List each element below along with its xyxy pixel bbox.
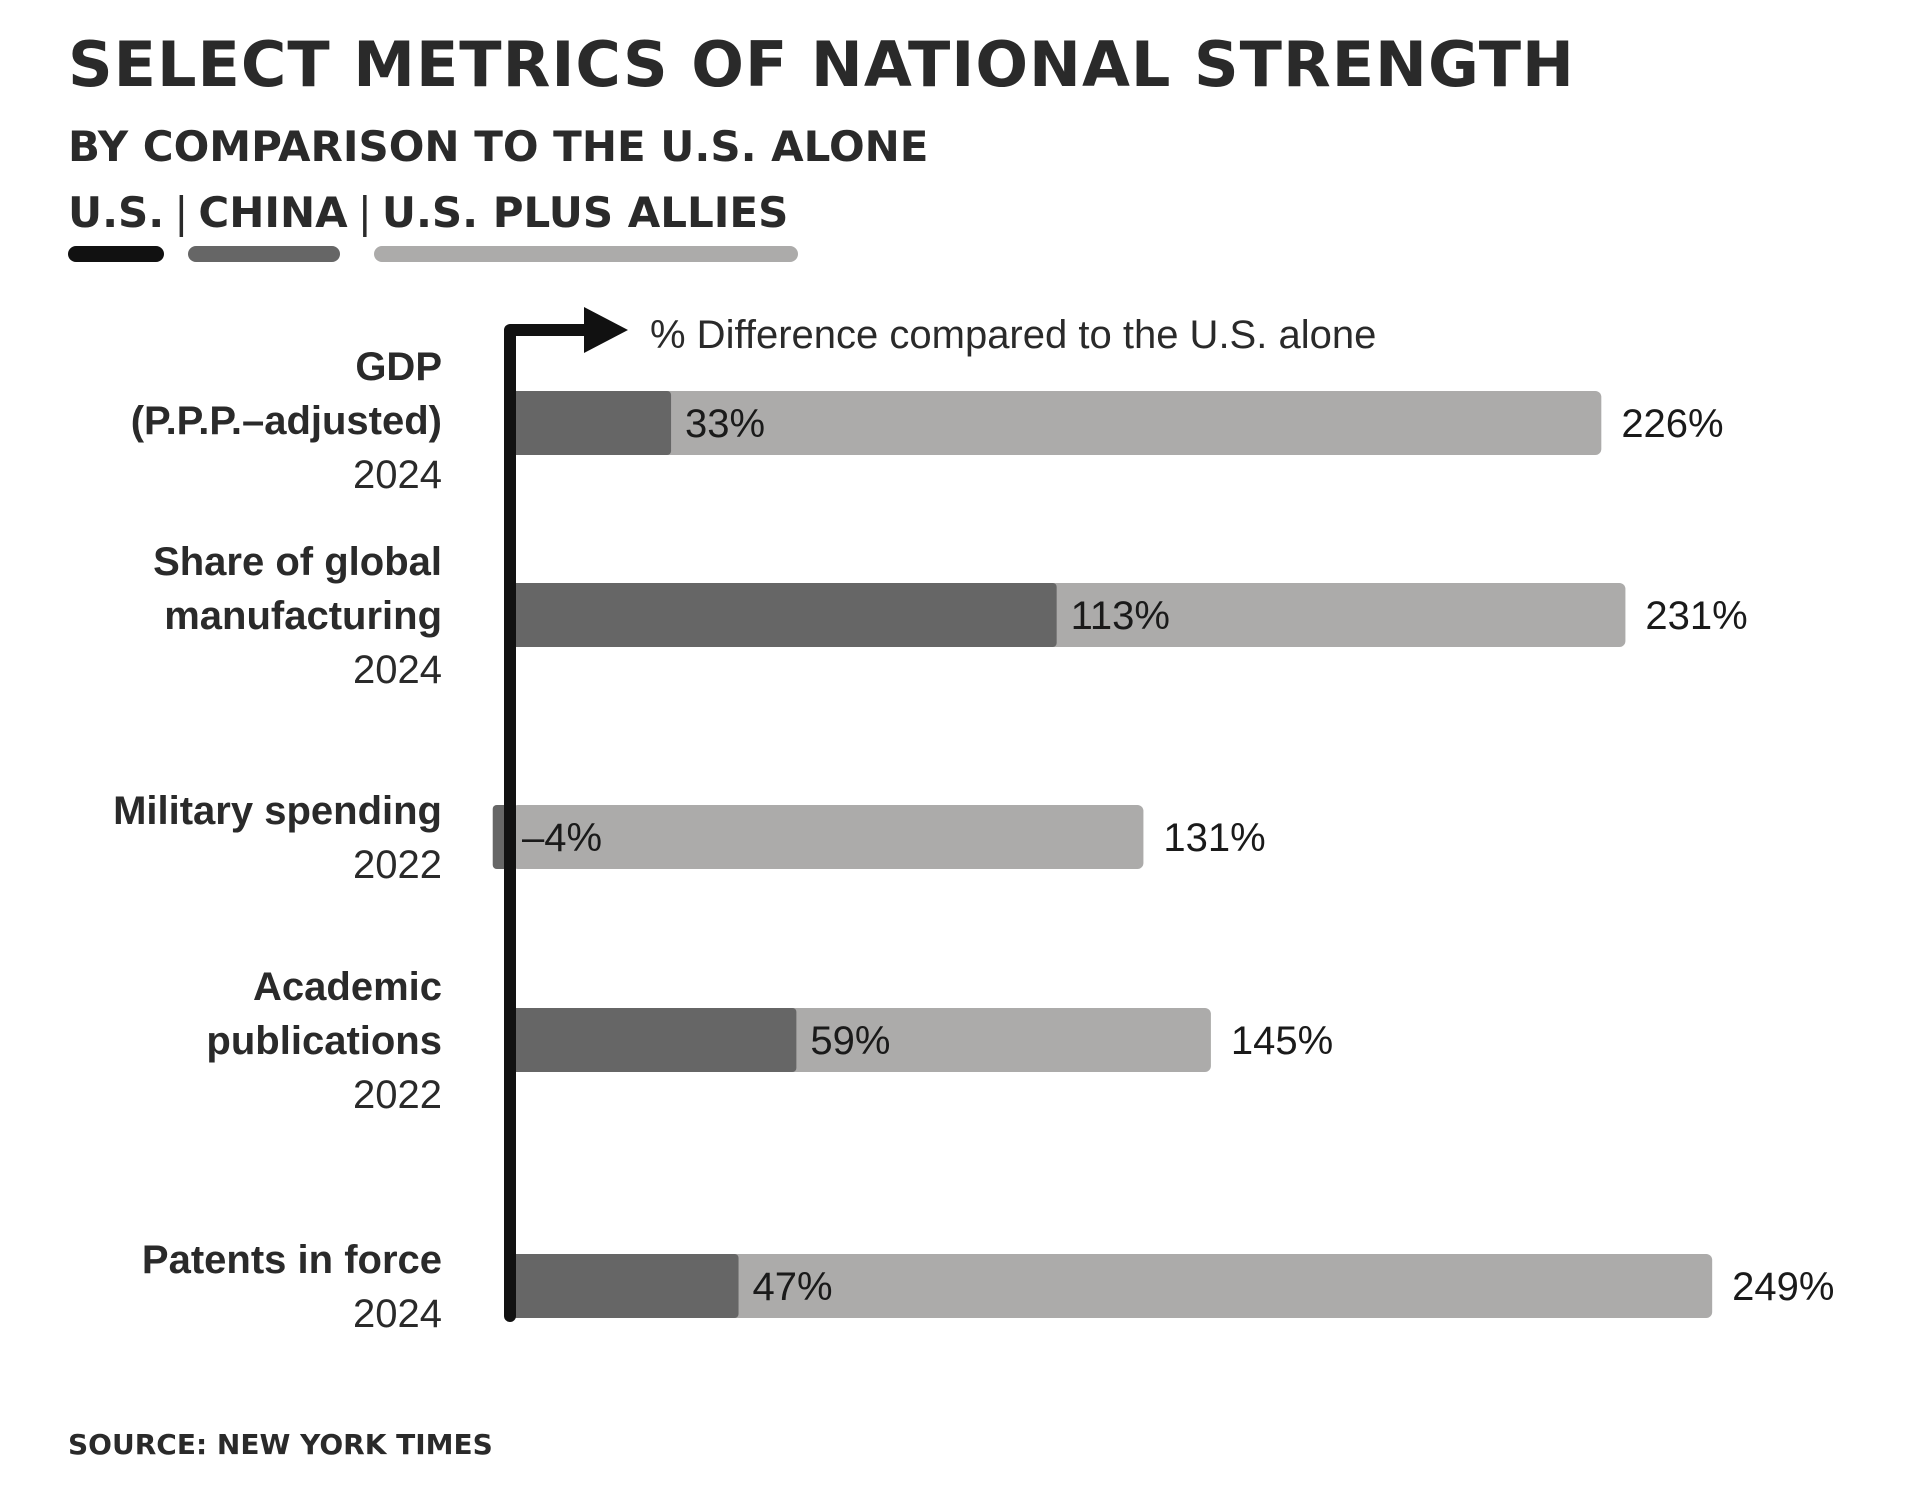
legend: U.S. | CHINA | U.S. PLUS ALLIES xyxy=(68,188,788,237)
legend-allies-label: U.S. PLUS ALLIES xyxy=(381,188,789,237)
legend-us-swatch xyxy=(68,246,164,262)
category-label: Academic xyxy=(253,965,442,1009)
source-note: SOURCE: NEW YORK TIMES xyxy=(68,1428,493,1461)
category-label: GDP xyxy=(355,345,442,389)
category-year: 2024 xyxy=(353,1292,442,1336)
allies-value-label: 226% xyxy=(1621,402,1723,446)
category-label: Military spending xyxy=(113,789,442,833)
allies-value-label: 249% xyxy=(1732,1265,1834,1309)
china-bar xyxy=(512,1008,797,1072)
legend-china-label: CHINA xyxy=(198,188,348,237)
allies-bar xyxy=(512,805,1144,869)
china-bar xyxy=(512,583,1057,647)
legend-allies-swatch xyxy=(374,246,798,262)
category-year: 2024 xyxy=(353,648,442,692)
legend-china-swatch xyxy=(188,246,340,262)
allies-value-label: 131% xyxy=(1163,816,1265,860)
legend-separator: | xyxy=(357,188,372,237)
chart-title: SELECT METRICS OF NATIONAL STRENGTH xyxy=(68,28,1575,101)
legend-us-label: U.S. xyxy=(68,188,165,237)
category-label: Patents in force xyxy=(142,1238,442,1282)
allies-bar xyxy=(512,1254,1713,1318)
china-value-label: 33% xyxy=(685,402,765,446)
allies-value-label: 145% xyxy=(1231,1019,1333,1063)
category-year: 2022 xyxy=(353,1073,442,1117)
axis-arrow-icon xyxy=(584,307,628,353)
allies-value-label: 231% xyxy=(1645,594,1747,638)
china-value-label: 59% xyxy=(810,1019,890,1063)
china-bar xyxy=(512,391,672,455)
category-year: 2022 xyxy=(353,843,442,887)
china-bar xyxy=(512,1254,739,1318)
us-baseline xyxy=(504,324,596,1322)
china-value-label: –4% xyxy=(522,816,602,860)
category-label: manufacturing xyxy=(164,594,442,638)
chart-subtitle: BY COMPARISON TO THE U.S. ALONE xyxy=(68,122,929,171)
category-year: 2024 xyxy=(353,453,442,497)
category-label: (P.P.P.–adjusted) xyxy=(131,399,442,443)
china-value-label: 113% xyxy=(1071,594,1170,638)
legend-separator: | xyxy=(174,188,189,237)
china-value-label: 47% xyxy=(753,1265,833,1309)
category-label: Share of global xyxy=(153,540,442,584)
axis-label: % Difference compared to the U.S. alone xyxy=(650,313,1376,357)
category-label: publications xyxy=(206,1019,442,1063)
allies-bar xyxy=(512,391,1602,455)
